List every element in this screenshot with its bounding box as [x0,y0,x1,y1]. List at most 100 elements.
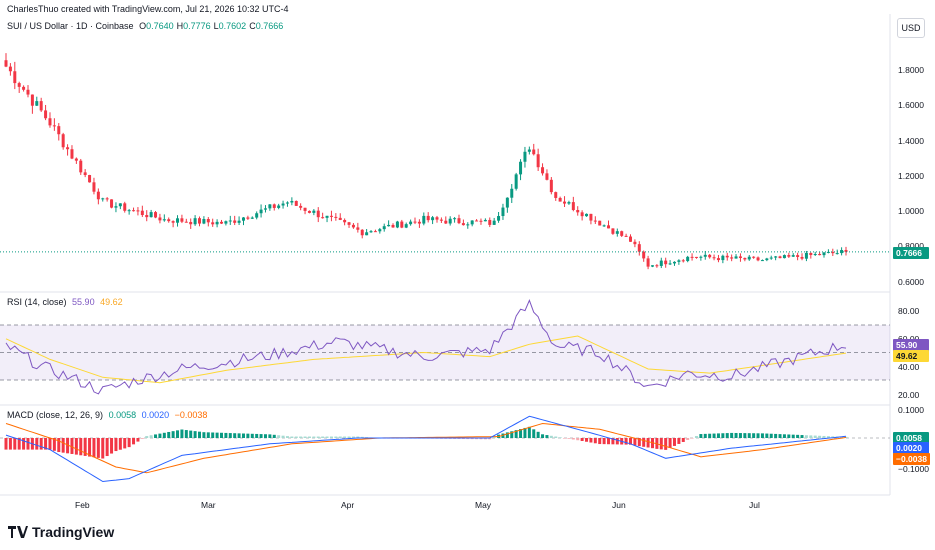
price-legend[interactable]: SUI / US Dollar · 1D · Coinbase O0.7640 H… [7,21,283,31]
candle-body [721,255,725,261]
candle-body [180,218,184,222]
ohlc-value: 0.7602 [218,21,247,31]
macd-histogram-bar [541,434,545,438]
candle-body [259,209,263,214]
brand-name: TradingView [32,524,115,540]
macd-histogram-bar [4,438,8,450]
macd-legend-name: MACD (close, 12, 26, 9) [7,410,104,420]
macd-histogram-bar [708,433,712,438]
macd-histogram-bar [189,430,193,438]
candle-body [347,222,351,225]
candle-body [224,221,228,224]
macd-histogram-bar [523,427,527,438]
candle-body [382,226,386,230]
macd-histogram-bar [642,438,646,447]
candle-body [110,199,114,208]
candle-body [514,174,518,189]
candle-body [523,151,527,162]
macd-histogram-bar [716,433,720,438]
candle-body [395,221,399,228]
rsi-legend[interactable]: RSI (14, close) 55.90 49.62 [7,297,123,307]
candle-body [778,256,782,259]
candle-body [681,260,685,262]
macd-histogram-bar [211,432,215,438]
macd-histogram-bar [721,433,725,438]
macd-histogram-bar [637,438,641,447]
macd-histogram-bar [136,438,140,442]
macd-histogram-bar [299,436,303,438]
macd-histogram-bar [681,438,685,442]
macd-histogram-bar [307,436,311,438]
candle-body [57,126,61,135]
macd-histogram-bar [281,435,285,438]
macd-histogram-bar [809,435,813,438]
candle-body [294,200,298,206]
macd-histogram-bar [532,429,536,438]
rsi-tick: 40.00 [898,362,920,372]
macd-hist-badge: 0.0058 [893,432,929,444]
candle-body [140,210,144,216]
candle-body [158,217,162,221]
candle-body [844,249,848,252]
macd-histogram-bar [294,436,298,438]
macd-histogram-bar [343,436,347,438]
currency-button[interactable]: USD [897,18,925,38]
candle-body [497,216,501,221]
candle-body [233,220,237,223]
macd-histogram-bar [549,435,553,438]
macd-histogram-bar [140,438,144,439]
macd-histogram-bar [219,432,223,438]
tradingview-logo[interactable]: TradingView [8,524,114,540]
macd-histogram-bar [356,436,360,438]
candle-body [840,249,844,254]
macd-histogram-bar [633,438,637,446]
macd-histogram-bar [505,432,509,438]
price-tick: 1.8000 [898,65,924,75]
candle-body [123,203,127,211]
candle-body [219,221,223,224]
macd-histogram-bar [329,436,333,438]
symbol-title: SUI / US Dollar · 1D · Coinbase [7,21,134,31]
candle-body [206,219,210,223]
candle-body [263,208,267,210]
candle-body [549,179,553,193]
candle-body [791,255,795,257]
macd-histogram-bar [176,430,180,438]
macd-legend[interactable]: MACD (close, 12, 26, 9) 0.0058 0.0020 −0… [7,410,207,420]
macd-histogram-bar [563,438,567,439]
macd-histogram-bar [672,438,676,446]
macd-histogram-bar [312,436,316,438]
ohlc-value: 0.7640 [146,21,174,31]
rsi-ma-badge: 49.62 [893,350,929,362]
candle-body [439,219,443,221]
candle-body [686,256,690,262]
candle-body [492,220,496,225]
candle-body [813,253,817,256]
candle-body [448,218,452,224]
macd-histogram-bar [206,432,210,438]
candle-body [255,213,259,218]
candle-body [787,255,791,257]
macd-histogram-bar [818,435,822,438]
macd-histogram-bar [492,436,496,438]
macd-histogram-bar [61,438,65,453]
macd-histogram-bar [202,432,206,438]
candle-body [417,221,421,224]
candle-body [743,257,747,260]
macd-histogram-bar [615,438,619,445]
macd-histogram-bar [57,438,61,453]
candle-body [184,221,188,223]
macd-histogram-bar [105,438,109,457]
candle-body [668,263,672,265]
candle-body [593,220,597,222]
macd-histogram-bar [527,426,531,438]
macd-histogram-bar [154,434,158,438]
candle-body [17,83,21,87]
rsi-line [5,299,847,395]
signal-badge: −0.0038 [893,453,930,465]
macd-histogram-bar [237,433,241,438]
macd-histogram-bar [567,438,571,439]
candle-body [79,160,83,173]
candle-body [831,251,835,254]
